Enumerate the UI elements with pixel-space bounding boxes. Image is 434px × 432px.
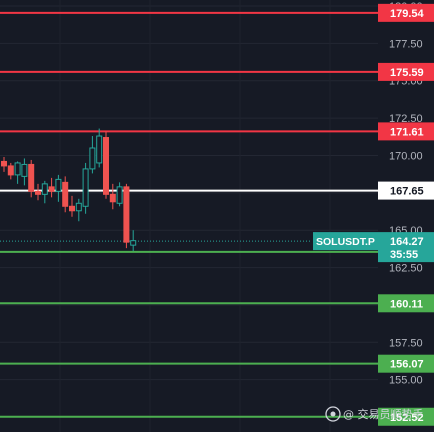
level-label: 175.59 xyxy=(390,67,424,79)
symbol-label: SOLUSDT.P xyxy=(316,236,375,248)
candle xyxy=(103,131,109,199)
last-price-label: 164.27 xyxy=(390,236,424,248)
y-tick-label: 157.50 xyxy=(389,337,423,349)
candle-body xyxy=(7,165,14,176)
candle xyxy=(21,158,28,186)
candle-body xyxy=(48,186,55,192)
watermark: @ 交易员顺势手 xyxy=(325,406,424,422)
candle xyxy=(116,182,123,207)
y-tick-label: 177.50 xyxy=(389,38,423,50)
candle-body xyxy=(69,205,75,212)
last-price-box xyxy=(378,232,434,263)
level-label: 167.65 xyxy=(390,186,424,198)
candle xyxy=(130,230,137,252)
candle-body xyxy=(116,186,123,204)
y-tick-label: 172.50 xyxy=(389,113,423,125)
candles xyxy=(1,128,137,252)
level-label-box xyxy=(378,181,434,200)
candle xyxy=(109,183,116,210)
level-label: 152.52 xyxy=(390,412,424,424)
candle-body xyxy=(130,240,137,246)
candle-body xyxy=(1,160,7,167)
level-label-box xyxy=(378,354,434,373)
candle-body xyxy=(21,163,28,177)
candle-body xyxy=(96,135,103,164)
candle xyxy=(28,159,35,198)
level-label: 156.07 xyxy=(390,359,424,371)
weibo-camera-icon xyxy=(325,406,341,422)
candle xyxy=(55,174,62,202)
y-tick-label: 170.00 xyxy=(389,150,423,162)
candle-body xyxy=(55,178,62,192)
candle-body xyxy=(41,183,48,195)
candle xyxy=(35,183,41,201)
candle-body xyxy=(89,147,96,170)
candle-body xyxy=(14,162,21,176)
level-labels: 179.54175.59171.61167.65163.55160.11156.… xyxy=(313,3,434,426)
candle xyxy=(82,162,89,214)
candle-body xyxy=(62,181,69,207)
candle xyxy=(96,128,103,168)
watermark-text: @ 交易员顺势手 xyxy=(343,407,424,421)
level-label-box xyxy=(378,122,434,141)
candle-body xyxy=(109,193,116,203)
candle xyxy=(89,136,96,174)
candle xyxy=(62,176,69,213)
level-label-box xyxy=(378,3,434,22)
symbol-tag xyxy=(313,232,378,251)
y-tick-label: 162.50 xyxy=(389,263,423,275)
candle-body xyxy=(123,186,130,243)
countdown-label: 35:55 xyxy=(390,249,418,261)
candle xyxy=(1,156,7,172)
candle-body xyxy=(75,202,82,212)
level-label-box xyxy=(378,62,434,81)
candle xyxy=(7,162,14,180)
level-label: 160.11 xyxy=(390,298,423,310)
candle-body xyxy=(35,190,41,195)
candle-body xyxy=(28,163,35,192)
y-tick-label: 155.00 xyxy=(389,375,423,387)
candle-body xyxy=(82,168,89,207)
candle xyxy=(69,195,75,217)
level-label: 171.61 xyxy=(390,126,424,138)
candle xyxy=(75,198,82,222)
level-label: 179.54 xyxy=(390,8,425,20)
candle-body xyxy=(103,137,109,195)
candle xyxy=(123,183,130,249)
candle xyxy=(41,180,48,204)
level-label-box xyxy=(378,294,434,313)
candle xyxy=(14,161,21,184)
candle xyxy=(48,177,55,198)
level-label-box xyxy=(378,407,434,426)
